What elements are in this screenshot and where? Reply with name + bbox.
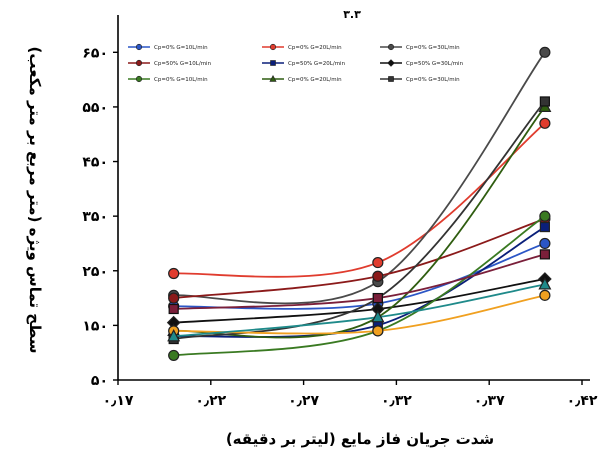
data-point <box>270 60 276 66</box>
series-layer <box>166 46 552 362</box>
data-point <box>168 349 180 362</box>
data-point <box>168 303 179 315</box>
y-axis-title: سطح تماس ویژه (متر مربع بر متر مکعب) <box>26 47 44 354</box>
data-point <box>269 43 277 51</box>
x-tick-label: ۰٫۴۲ <box>567 393 598 409</box>
legend-label: Cp=0% G=20L/min <box>288 45 342 51</box>
y-tick-label: ۴۵۰ <box>82 155 108 171</box>
legend-label: Cp=0% G=30L/min <box>406 45 460 51</box>
legend: Cp=0% G=10L/min Cp=0% G=20L/min Cp=0% G=30… <box>128 43 464 83</box>
x-axis-ticks: ۰٫۱۷ ۰٫۲۲ ۰٫۲۷ ۰٫۳۲ ۰٫۳۷ ۰٫۴۲ <box>103 380 598 409</box>
data-series <box>167 277 552 342</box>
y-tick-label: ۵۰ <box>91 373 108 389</box>
chart-annotation: ۳.۳ <box>343 8 361 21</box>
data-series <box>168 210 551 362</box>
data-point <box>372 256 384 269</box>
series-line <box>173 122 546 278</box>
data-series <box>168 249 550 315</box>
x-tick-label: ۰٫۲۲ <box>195 393 226 409</box>
data-point <box>168 292 180 304</box>
data-point <box>539 117 551 129</box>
legend-label: Cp=0% G=10L/min <box>154 77 208 83</box>
data-point <box>539 221 550 233</box>
data-point <box>539 96 550 107</box>
data-point <box>539 46 551 58</box>
legend-label: Cp=50% G=10L/min <box>154 61 212 67</box>
data-point <box>372 292 383 304</box>
y-tick-label: ۳۵۰ <box>82 209 108 225</box>
y-axis-ticks: ۵۰ ۱۵۰ ۲۵۰ ۳۵۰ ۴۵۰ ۵۵۰ ۶۵۰ <box>82 45 118 389</box>
x-axis-title: شدت جریان فاز مایع (لیتر بر دقیقه) <box>226 430 494 448</box>
data-point <box>167 329 181 342</box>
data-point <box>135 59 143 67</box>
y-tick-label: ۱۵۰ <box>82 318 108 334</box>
legend-label: Cp=0% G=10L/min <box>154 45 208 51</box>
legend-label: Cp=0% G=20L/min <box>288 77 342 83</box>
data-point <box>539 249 550 260</box>
data-point <box>539 210 551 222</box>
plot-frame <box>117 15 590 381</box>
x-tick-label: ۰٫۱۷ <box>103 393 134 409</box>
data-point <box>371 309 385 323</box>
data-point <box>387 43 395 51</box>
y-tick-label: ۲۵۰ <box>82 264 108 280</box>
data-point <box>168 267 180 280</box>
data-point <box>539 289 551 301</box>
data-point <box>538 277 552 290</box>
data-point <box>269 74 277 82</box>
x-tick-label: ۰٫۳۲ <box>381 393 412 409</box>
x-tick-label: ۰٫۲۷ <box>288 393 319 409</box>
data-point <box>135 43 143 51</box>
legend-label: Cp=50% G=20L/min <box>288 61 346 67</box>
series-line <box>173 100 546 340</box>
legend-label: Cp=50% G=30L/min <box>406 61 464 67</box>
data-point <box>372 325 384 337</box>
data-series <box>168 221 550 342</box>
series-line <box>173 253 546 310</box>
y-tick-label: ۶۵۰ <box>82 45 108 61</box>
data-point <box>387 59 395 67</box>
series-line <box>173 218 546 299</box>
data-point <box>372 270 384 282</box>
data-series <box>166 272 552 330</box>
data-point <box>539 237 551 250</box>
data-point <box>388 76 394 82</box>
y-tick-label: ۵۵۰ <box>82 100 108 116</box>
legend-label: Cp=0% G=30L/min <box>406 77 460 83</box>
data-point <box>135 75 143 83</box>
x-tick-label: ۰٫۳۷ <box>474 393 505 409</box>
data-series <box>168 117 551 280</box>
